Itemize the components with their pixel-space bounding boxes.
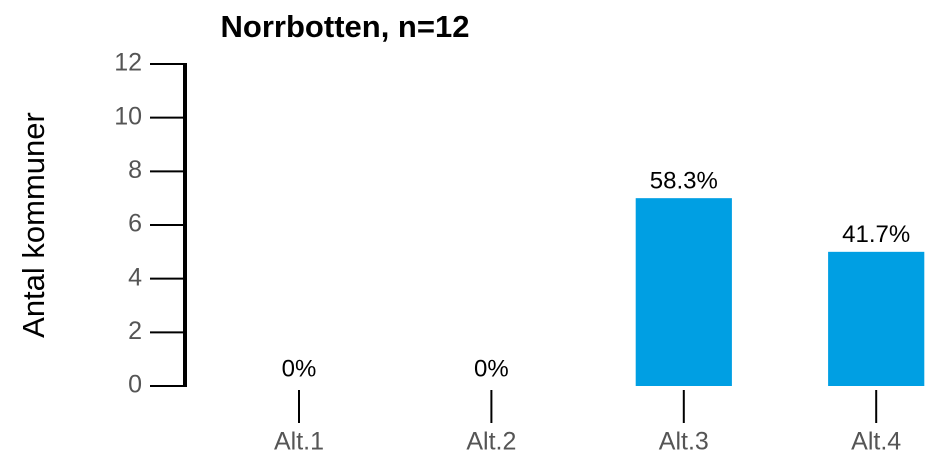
x-tick-label: Alt.1 <box>274 428 324 456</box>
y-axis-label: Antal kommuner <box>16 112 51 338</box>
y-tick-label: 12 <box>114 49 142 77</box>
y-tick-label: 10 <box>114 102 142 130</box>
y-tick-label: 0 <box>128 371 142 399</box>
y-tick-label: 8 <box>128 156 142 184</box>
bar <box>635 198 732 386</box>
chart-title: Norrbotten, n=12 <box>221 9 470 44</box>
value-label: 41.7% <box>842 221 910 248</box>
y-tick-label: 2 <box>128 317 142 345</box>
y-tick-label: 4 <box>128 263 142 291</box>
bar <box>828 251 925 386</box>
x-tick-label: Alt.3 <box>659 428 709 456</box>
value-label: 58.3% <box>650 168 718 195</box>
x-tick-label: Alt.4 <box>851 428 901 456</box>
x-tick-label: Alt.2 <box>466 428 516 456</box>
y-tick-label: 6 <box>128 210 142 238</box>
value-label: 0% <box>282 355 317 382</box>
value-label: 0% <box>474 355 509 382</box>
